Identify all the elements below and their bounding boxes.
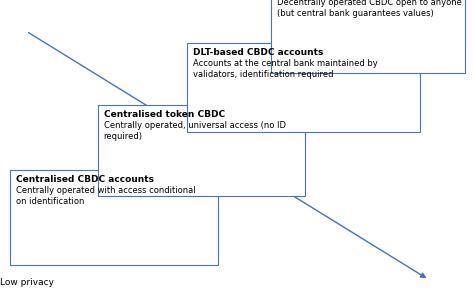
Text: Low privacy: Low privacy (0, 278, 54, 287)
Text: Decentrally operated CBDC open to anyone
(but central bank guarantees values): Decentrally operated CBDC open to anyone… (277, 0, 462, 18)
Text: Centrally operated with access conditional
on identification: Centrally operated with access condition… (16, 186, 195, 206)
FancyBboxPatch shape (187, 43, 420, 132)
Text: High privacy: High privacy (401, 7, 458, 16)
Text: Accounts at the central bank maintained by
validators, identification required: Accounts at the central bank maintained … (193, 59, 377, 79)
Text: DLT-based CBDC accounts: DLT-based CBDC accounts (193, 48, 323, 57)
Text: Centralised token CBDC: Centralised token CBDC (104, 110, 225, 119)
FancyBboxPatch shape (98, 105, 305, 196)
Text: Centrally operated, universal access (no ID
required): Centrally operated, universal access (no… (104, 121, 286, 141)
FancyBboxPatch shape (10, 170, 218, 265)
FancyBboxPatch shape (271, 0, 465, 73)
Text: Centralised CBDC accounts: Centralised CBDC accounts (16, 175, 154, 184)
